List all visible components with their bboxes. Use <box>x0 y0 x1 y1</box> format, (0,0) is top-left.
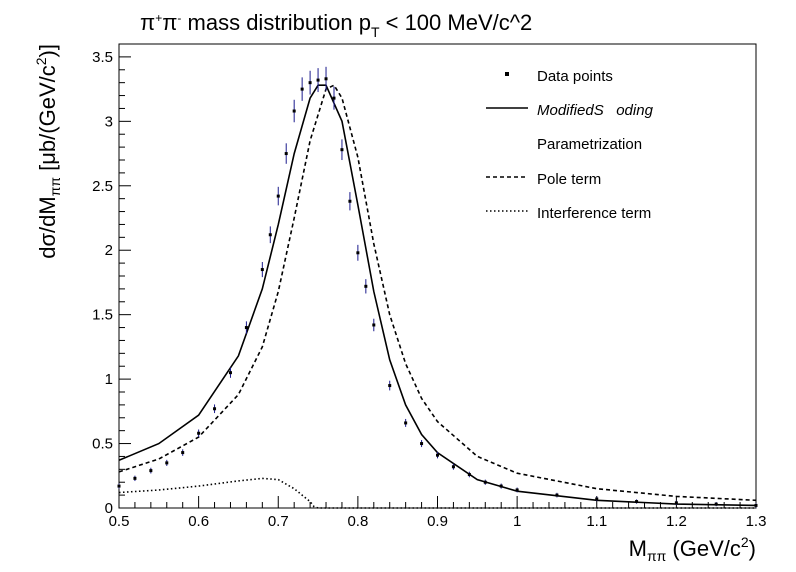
x-tick-label: 1.3 <box>746 513 767 530</box>
legend-label-parametrization: Parametrization <box>537 136 642 153</box>
y-tick-label: 2.5 <box>92 178 113 195</box>
data-point <box>340 148 344 152</box>
data-point <box>754 503 758 507</box>
y-axis-label: dσ/dMππ [μb/(GeV/c2)] <box>33 44 63 259</box>
legend-entry-parametrization: Parametrization <box>537 136 642 153</box>
y-tick-label: 0.5 <box>92 436 113 453</box>
data-point <box>364 284 368 288</box>
data-point <box>420 442 424 446</box>
y-tick-labels: 0 0.5 1 1.5 2 2.5 3 3.5 <box>92 49 113 517</box>
legend: Data points ModifiedS oding Parametrizat… <box>486 68 654 222</box>
data-point <box>284 152 288 156</box>
y-tick-label: 0 <box>105 500 113 517</box>
plot-frame <box>118 43 757 509</box>
y-tick-label: 3 <box>105 113 113 130</box>
pole-term-curve <box>118 84 757 502</box>
data-point <box>165 461 169 465</box>
legend-entry-pole-term: Pole term <box>486 171 601 188</box>
axis-ticks <box>118 56 757 509</box>
data-point <box>324 77 328 81</box>
data-point <box>714 502 718 506</box>
data-point <box>268 233 272 237</box>
modified-soding-curve <box>118 84 757 507</box>
data-point <box>674 501 678 505</box>
legend-entry-interference-term: Interference term <box>486 205 651 222</box>
data-point <box>635 500 639 504</box>
data-point <box>404 421 408 425</box>
data-point <box>499 484 503 488</box>
data-point <box>555 493 559 497</box>
legend-marker-square <box>505 72 509 76</box>
x-tick-label: 0.7 <box>268 513 289 530</box>
data-point <box>348 199 352 203</box>
y-tick-label: 3.5 <box>92 49 113 66</box>
data-point <box>181 451 185 455</box>
data-point <box>483 480 487 484</box>
data-point <box>300 87 304 91</box>
data-point <box>451 465 455 469</box>
data-point <box>436 453 439 457</box>
x-axis-label: Mππ (GeV/c2) <box>629 534 756 564</box>
y-tick-label: 2 <box>105 242 113 259</box>
x-tick-labels: 0.5 0.6 0.7 0.8 0.9 1 1.1 1.2 1.3 <box>109 513 767 530</box>
x-tick-label: 0.6 <box>188 513 209 530</box>
data-point <box>595 497 599 501</box>
data-point <box>133 476 137 480</box>
legend-label-data-points: Data points <box>537 68 613 85</box>
y-tick-label: 1.5 <box>92 307 113 324</box>
data-point <box>308 81 312 85</box>
data-points <box>117 66 758 508</box>
y-tick-label: 1 <box>105 371 113 388</box>
data-point <box>260 268 264 272</box>
data-point <box>372 323 376 327</box>
data-point <box>213 407 217 411</box>
x-tick-label: 0.9 <box>427 513 448 530</box>
data-point <box>228 371 232 375</box>
data-point <box>356 251 360 255</box>
legend-entry-model: ModifiedS oding <box>486 102 654 119</box>
interference-term-curve <box>118 477 756 509</box>
chart-title: π+π- mass distribution pT < 100 MeV/c^2 <box>140 10 532 40</box>
data-point <box>244 326 248 330</box>
x-tick-label: 0.8 <box>347 513 368 530</box>
data-point <box>332 96 336 100</box>
x-tick-label: 1.1 <box>586 513 607 530</box>
x-tick-label: 0.5 <box>109 513 130 530</box>
data-point <box>292 109 296 113</box>
legend-entry-data-points: Data points <box>505 68 613 85</box>
data-point <box>515 488 519 492</box>
legend-label-model: ModifiedS oding <box>537 102 654 119</box>
data-point <box>388 384 392 388</box>
data-point <box>149 469 153 473</box>
x-tick-label: 1 <box>513 513 521 530</box>
data-point <box>316 78 320 82</box>
data-point <box>467 472 471 476</box>
data-point <box>117 484 121 488</box>
legend-label-pole-term: Pole term <box>537 171 601 188</box>
x-tick-label: 1.2 <box>666 513 687 530</box>
data-point <box>197 431 201 435</box>
legend-label-interference-term: Interference term <box>537 205 651 222</box>
data-point <box>276 194 280 198</box>
